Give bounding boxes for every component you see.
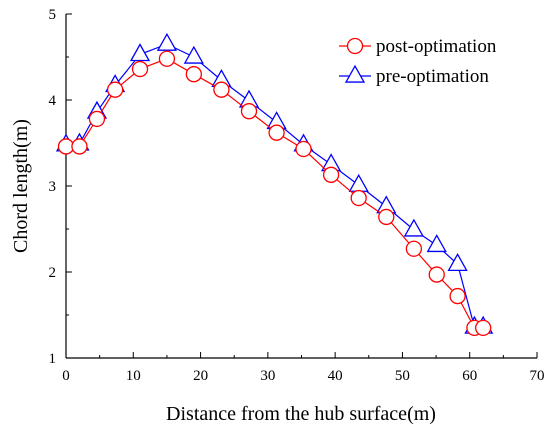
y-tick-label: 1 bbox=[49, 351, 57, 367]
data-point-post-optimation bbox=[213, 81, 230, 98]
data-point-pre-optimation bbox=[129, 43, 151, 62]
data-point-post-optimation bbox=[350, 189, 367, 207]
data-point-post-optimation bbox=[131, 60, 149, 78]
data-point-post-optimation bbox=[185, 66, 202, 83]
data-point-post-optimation bbox=[428, 266, 445, 283]
data-point-pre-optimation bbox=[183, 45, 204, 64]
y-tick-label: 2 bbox=[49, 265, 57, 281]
data-point-pre-optimation bbox=[426, 234, 447, 253]
x-axis-title: Distance from the hub surface(m) bbox=[166, 403, 436, 425]
series-line-post-optimation bbox=[66, 58, 484, 329]
data-point-post-optimation bbox=[240, 103, 258, 120]
series-post-optimation bbox=[57, 50, 492, 337]
data-point-post-optimation bbox=[57, 138, 75, 155]
data-point-pre-optimation bbox=[156, 32, 178, 51]
data-point-post-optimation bbox=[88, 110, 106, 128]
data-point-post-optimation bbox=[475, 319, 492, 337]
data-point-post-optimation bbox=[106, 81, 124, 98]
legend-marker-pre-optimation bbox=[344, 64, 366, 83]
data-point-post-optimation bbox=[71, 138, 88, 155]
data-point-post-optimation bbox=[405, 240, 423, 257]
data-point-pre-optimation bbox=[348, 173, 369, 192]
y-axis-title: Chord length(m) bbox=[10, 119, 32, 253]
legend-label-pre-optimation: pre-optimation bbox=[376, 66, 489, 87]
y-tick-label: 4 bbox=[49, 93, 57, 109]
data-point-post-optimation bbox=[158, 50, 176, 67]
data-point-post-optimation bbox=[449, 287, 466, 305]
y-tick-label: 3 bbox=[49, 179, 57, 195]
y-tick-label: 5 bbox=[49, 7, 57, 23]
data-point-post-optimation bbox=[295, 140, 312, 158]
legend-label-post-optimation: post-optimation bbox=[376, 36, 497, 57]
data-point-post-optimation bbox=[268, 124, 285, 141]
x-tick-label: 50 bbox=[395, 368, 410, 384]
data-point-pre-optimation bbox=[403, 218, 424, 237]
legend-marker-post-optimation bbox=[346, 37, 364, 55]
x-tick-label: 40 bbox=[328, 368, 343, 384]
x-tick-label: 60 bbox=[462, 368, 477, 384]
x-tick-label: 10 bbox=[126, 368, 141, 384]
x-tick-label: 20 bbox=[193, 368, 208, 384]
x-tick-label: 70 bbox=[530, 368, 545, 384]
data-point-pre-optimation bbox=[447, 253, 468, 271]
x-tick-label: 0 bbox=[62, 368, 70, 384]
data-point-post-optimation bbox=[378, 208, 395, 226]
data-point-post-optimation bbox=[322, 166, 340, 183]
x-tick-label: 30 bbox=[260, 368, 275, 384]
